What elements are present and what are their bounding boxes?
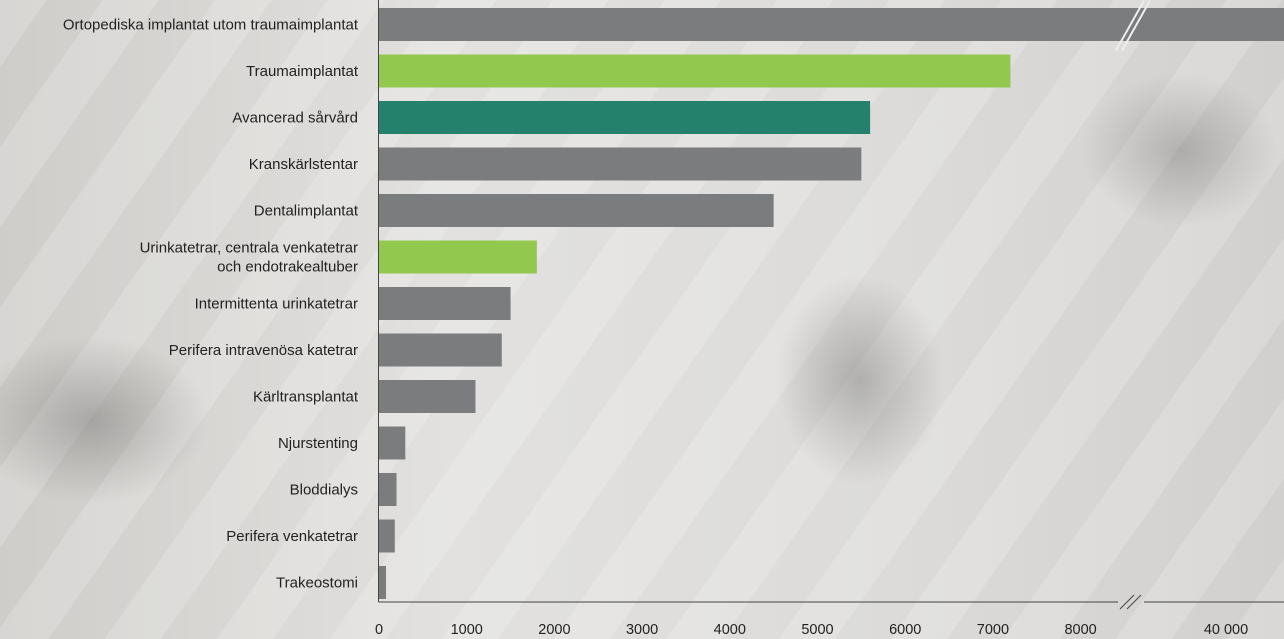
- category-label: Kranskärlstentar: [249, 156, 358, 173]
- bar: [379, 240, 537, 274]
- bar: [379, 8, 1284, 41]
- axes: [378, 0, 1284, 610]
- category-label: Traumaimplantat: [246, 63, 359, 80]
- x-tick-label: 1000: [451, 622, 483, 638]
- x-tick-label: 8000: [1064, 622, 1096, 638]
- bar: [379, 380, 476, 413]
- axis-break-mark: [1119, 594, 1135, 610]
- category-label: Avancerad sårvård: [232, 110, 358, 127]
- category-label: Intermittenta urinkatetrar: [195, 296, 358, 313]
- x-tick-label: 40 000: [1204, 622, 1248, 638]
- category-label: Kärltransplantat: [253, 389, 359, 406]
- category-label: Perifera intravenösa katetrar: [169, 342, 358, 359]
- category-label: Perifera venkatetrar: [226, 528, 358, 545]
- axis-break-mark: [1126, 594, 1142, 610]
- category-labels: Ortopediska implantat utom traumaimplant…: [63, 17, 359, 592]
- category-label: och endotrakealtuber: [217, 259, 358, 276]
- bar: [379, 194, 774, 227]
- category-label: Bloddialys: [290, 482, 358, 499]
- bar: [379, 147, 862, 181]
- bar: [379, 333, 502, 367]
- tick-labels: 0 1000 2000 3000 4000 5000 6000 7000 8000 40 000: [375, 622, 1248, 638]
- bar-break-mark: [1121, 0, 1151, 51]
- bar: [379, 519, 395, 553]
- category-label: Ortopediska implantat utom traumaimplant…: [63, 17, 359, 34]
- category-label: Trakeostomi: [276, 575, 358, 592]
- bar: [379, 287, 511, 320]
- x-tick-label: 5000: [801, 622, 833, 638]
- bar-break-mark: [1115, 0, 1145, 51]
- bar: [379, 566, 387, 599]
- x-tick-label: 2000: [538, 622, 570, 638]
- x-tick-label: 0: [375, 622, 383, 638]
- category-label: Dentalimplantat: [254, 203, 359, 220]
- category-label: Urinkatetrar, centrala venkatetrar: [140, 240, 358, 257]
- x-tick-label: 6000: [889, 622, 921, 638]
- bar: [379, 473, 397, 506]
- category-label: Njurstenting: [278, 435, 358, 452]
- x-tick-label: 3000: [626, 622, 658, 638]
- bar: [379, 101, 871, 134]
- x-tick-label: 4000: [714, 622, 746, 638]
- bars-group: [379, 0, 1284, 599]
- bar: [379, 54, 1011, 88]
- bar: [379, 426, 406, 460]
- x-tick-label: 7000: [977, 622, 1009, 638]
